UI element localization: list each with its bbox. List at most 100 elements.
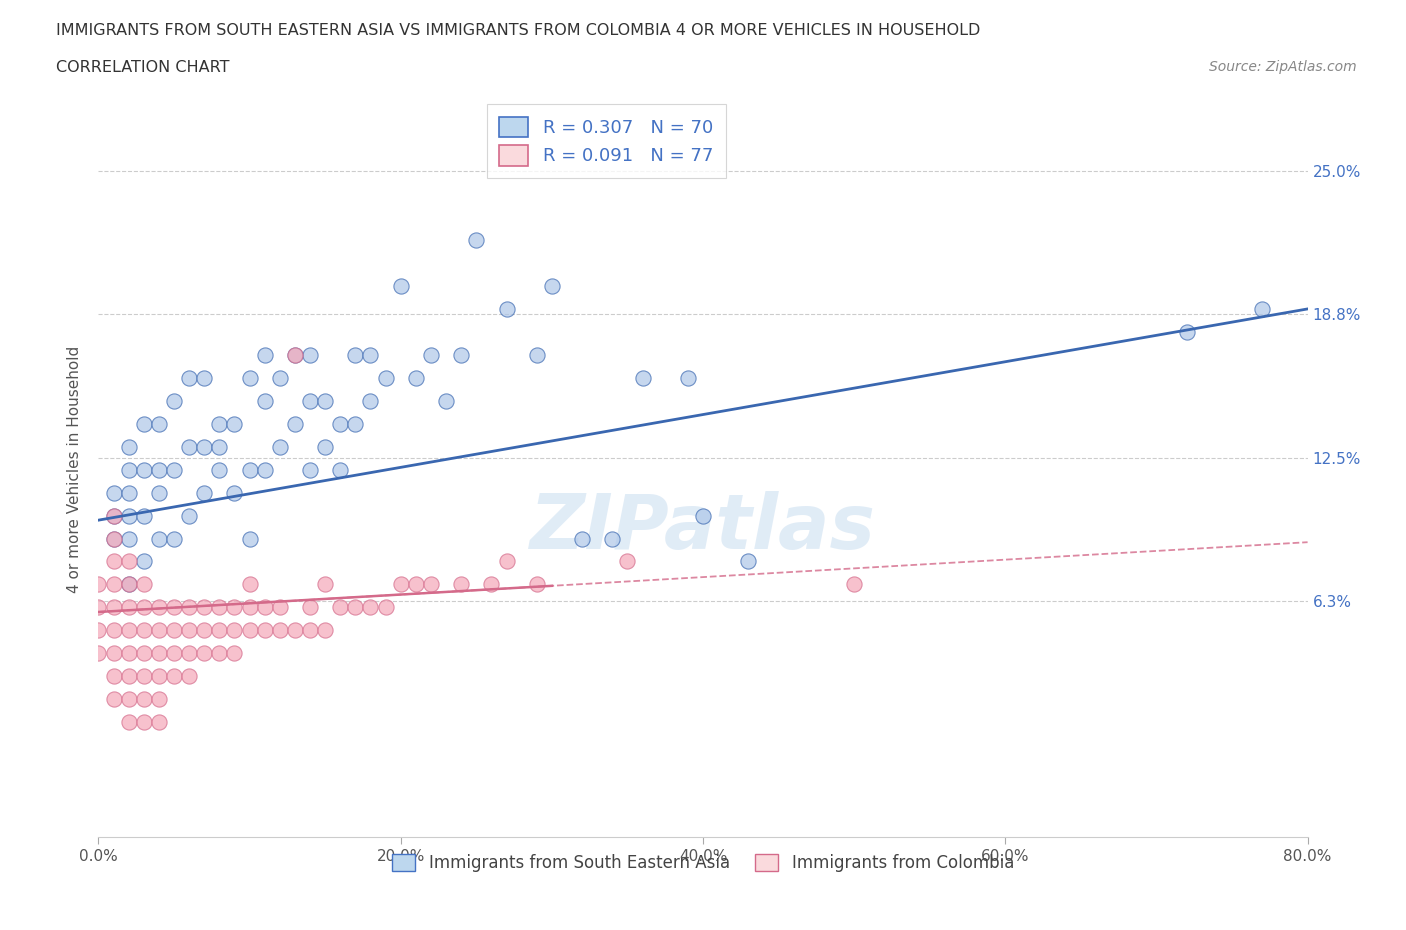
Legend: Immigrants from South Eastern Asia, Immigrants from Colombia: Immigrants from South Eastern Asia, Immi… bbox=[384, 845, 1022, 880]
Point bbox=[179, 370, 201, 385]
Point bbox=[224, 485, 246, 500]
Point bbox=[299, 393, 322, 408]
Point bbox=[405, 370, 427, 385]
Point bbox=[87, 577, 110, 591]
Point bbox=[148, 462, 170, 477]
Point bbox=[1175, 325, 1198, 339]
Text: CORRELATION CHART: CORRELATION CHART bbox=[56, 60, 229, 75]
Point bbox=[118, 485, 141, 500]
Point bbox=[179, 646, 201, 661]
Point bbox=[132, 508, 155, 523]
Point bbox=[450, 577, 472, 591]
Point bbox=[692, 508, 714, 523]
Point bbox=[163, 600, 186, 615]
Point bbox=[118, 508, 141, 523]
Point bbox=[314, 577, 336, 591]
Point bbox=[103, 531, 125, 546]
Point bbox=[737, 554, 759, 569]
Point bbox=[103, 692, 125, 707]
Point bbox=[239, 462, 262, 477]
Point bbox=[163, 623, 186, 638]
Point bbox=[87, 623, 110, 638]
Point bbox=[118, 646, 141, 661]
Point bbox=[420, 577, 443, 591]
Point bbox=[269, 600, 291, 615]
Point bbox=[132, 623, 155, 638]
Point bbox=[103, 600, 125, 615]
Point bbox=[269, 623, 291, 638]
Point bbox=[284, 348, 307, 363]
Point bbox=[299, 623, 322, 638]
Point bbox=[103, 508, 125, 523]
Point bbox=[179, 669, 201, 684]
Point bbox=[344, 417, 367, 432]
Point bbox=[118, 623, 141, 638]
Point bbox=[179, 600, 201, 615]
Point bbox=[163, 531, 186, 546]
Point bbox=[450, 348, 472, 363]
Point bbox=[284, 348, 307, 363]
Point bbox=[103, 669, 125, 684]
Point bbox=[239, 623, 262, 638]
Point bbox=[224, 623, 246, 638]
Point bbox=[329, 417, 352, 432]
Point bbox=[481, 577, 503, 591]
Point bbox=[148, 600, 170, 615]
Point bbox=[132, 600, 155, 615]
Point bbox=[118, 439, 141, 454]
Point bbox=[118, 554, 141, 569]
Point bbox=[148, 715, 170, 730]
Point bbox=[571, 531, 593, 546]
Point bbox=[193, 370, 215, 385]
Point bbox=[329, 600, 352, 615]
Point bbox=[103, 623, 125, 638]
Text: IMMIGRANTS FROM SOUTH EASTERN ASIA VS IMMIGRANTS FROM COLOMBIA 4 OR MORE VEHICLE: IMMIGRANTS FROM SOUTH EASTERN ASIA VS IM… bbox=[56, 23, 980, 38]
Point bbox=[118, 462, 141, 477]
Point bbox=[132, 554, 155, 569]
Point bbox=[103, 646, 125, 661]
Point bbox=[239, 370, 262, 385]
Point bbox=[434, 393, 457, 408]
Point bbox=[253, 348, 276, 363]
Point bbox=[284, 417, 307, 432]
Point bbox=[103, 531, 125, 546]
Point bbox=[132, 462, 155, 477]
Point bbox=[118, 531, 141, 546]
Point bbox=[132, 646, 155, 661]
Point bbox=[193, 439, 215, 454]
Point bbox=[844, 577, 866, 591]
Point bbox=[148, 669, 170, 684]
Point bbox=[118, 692, 141, 707]
Point bbox=[118, 577, 141, 591]
Point bbox=[269, 439, 291, 454]
Point bbox=[389, 577, 412, 591]
Point bbox=[208, 439, 231, 454]
Point bbox=[179, 623, 201, 638]
Point bbox=[193, 485, 215, 500]
Point bbox=[193, 646, 215, 661]
Point bbox=[132, 715, 155, 730]
Point bbox=[193, 600, 215, 615]
Point bbox=[374, 600, 396, 615]
Point bbox=[132, 669, 155, 684]
Point bbox=[239, 600, 262, 615]
Point bbox=[224, 417, 246, 432]
Point bbox=[526, 348, 548, 363]
Point bbox=[163, 646, 186, 661]
Text: ZIPatlas: ZIPatlas bbox=[530, 491, 876, 565]
Point bbox=[314, 439, 336, 454]
Point bbox=[163, 669, 186, 684]
Point bbox=[87, 600, 110, 615]
Point bbox=[314, 623, 336, 638]
Point bbox=[495, 301, 517, 316]
Point bbox=[224, 600, 246, 615]
Point bbox=[148, 623, 170, 638]
Point bbox=[299, 600, 322, 615]
Point bbox=[224, 646, 246, 661]
Point bbox=[253, 462, 276, 477]
Point bbox=[132, 417, 155, 432]
Point bbox=[103, 508, 125, 523]
Point bbox=[208, 417, 231, 432]
Point bbox=[602, 531, 624, 546]
Point bbox=[148, 692, 170, 707]
